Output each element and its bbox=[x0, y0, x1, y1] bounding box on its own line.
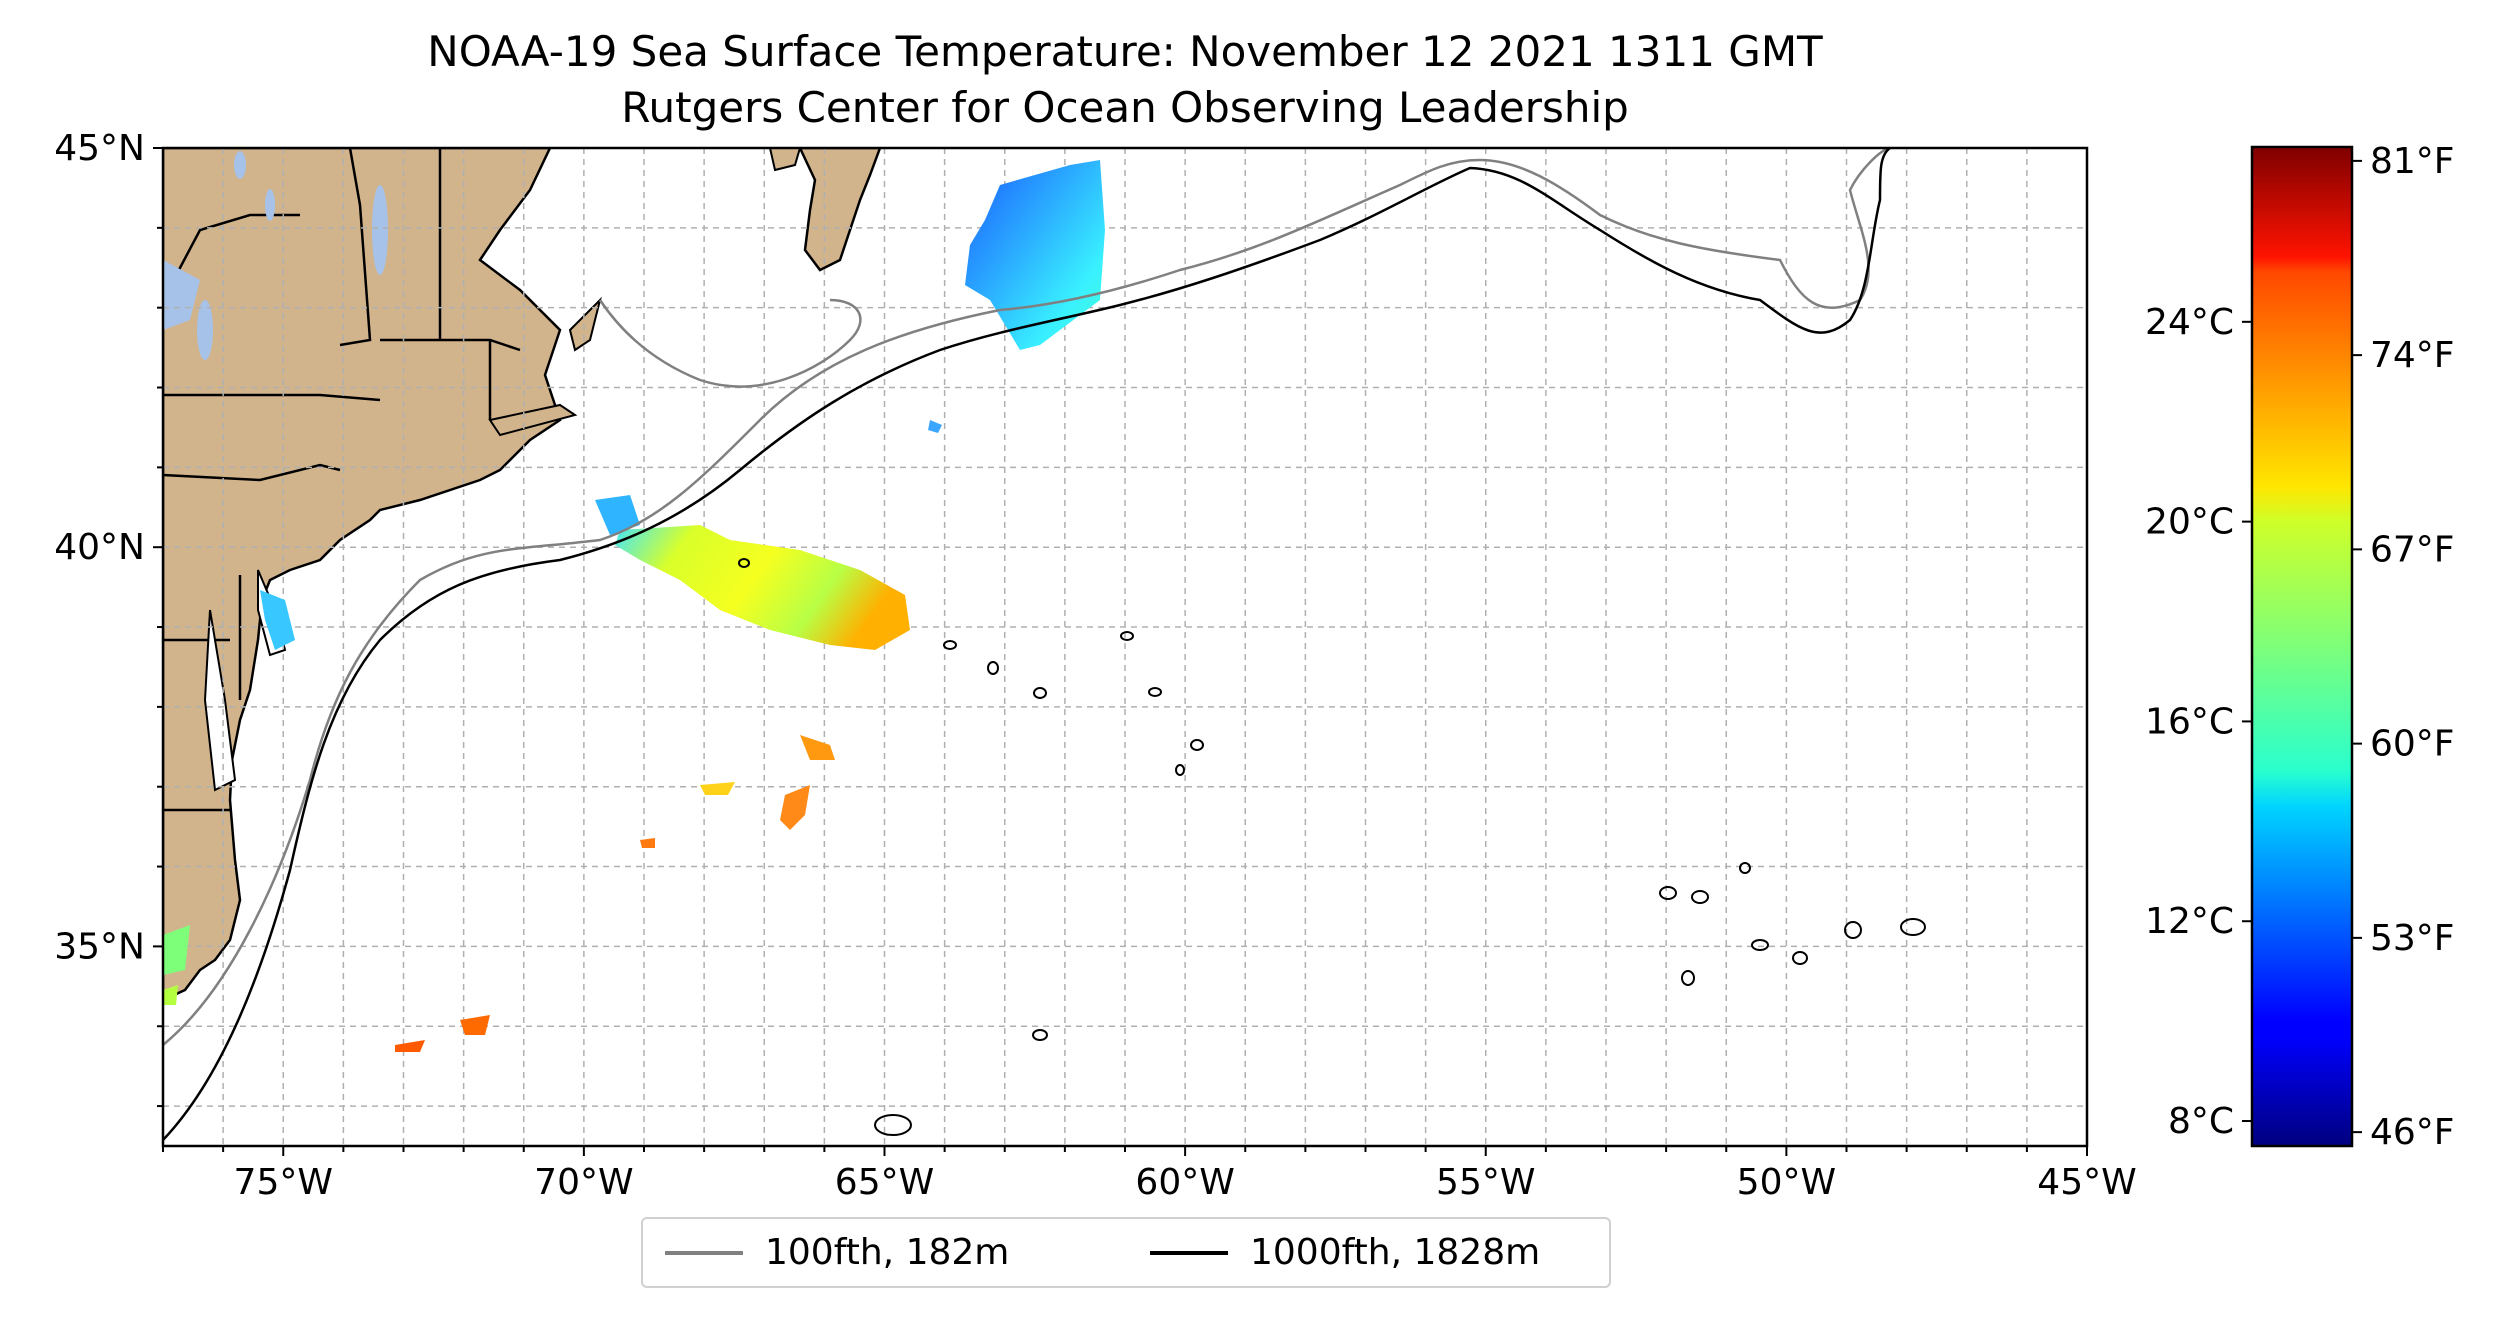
sst-patch-warm bbox=[700, 782, 735, 795]
lon-tick-label: 55°W bbox=[1436, 1162, 1535, 1203]
long-island bbox=[488, 403, 578, 437]
state-border bbox=[163, 393, 381, 402]
sst-patch-slope bbox=[595, 495, 640, 535]
legend-item-1000fth: 1000fth, 1828m bbox=[1150, 1219, 1540, 1286]
legend-swatch-1000fth bbox=[1150, 1250, 1228, 1255]
legend-swatch-100fth bbox=[665, 1250, 743, 1255]
nova-scotia-land bbox=[798, 148, 882, 272]
isobath-100fth-gulf-of-maine bbox=[598, 298, 862, 388]
isobath-100fth bbox=[163, 148, 1891, 1046]
lat-tick-label: 35°N bbox=[54, 926, 145, 967]
lake bbox=[265, 189, 275, 221]
sst-patch-warm bbox=[460, 1015, 490, 1035]
colorbar-c-tick-label: 8°C bbox=[2168, 1101, 2234, 1142]
lon-tick-label: 75°W bbox=[234, 1162, 333, 1203]
isobath-1000fth bbox=[163, 148, 1891, 1141]
colorbar-f-tick-label: 74°F bbox=[2370, 335, 2455, 376]
sst-patch-warm-eddy bbox=[780, 785, 810, 830]
longitude-axis: 75°W 70°W 65°W 60°W 55°W 50°W 45°W bbox=[162, 1146, 2137, 1203]
colorbar bbox=[2250, 145, 2354, 1148]
sst-patch-nearshore bbox=[163, 925, 190, 975]
colorbar-fahrenheit-axis: 81°F 74°F 67°F 60°F 53°F 46°F bbox=[2352, 141, 2455, 1153]
new-brunswick-land bbox=[768, 148, 802, 172]
map-content bbox=[163, 148, 2087, 1146]
state-border bbox=[163, 213, 300, 301]
sst-data-overlay bbox=[163, 160, 1105, 1052]
legend-item-100fth: 100fth, 182m bbox=[665, 1219, 1009, 1286]
lat-tick-label: 40°N bbox=[54, 527, 145, 568]
sst-patch-small bbox=[928, 420, 942, 433]
lake bbox=[163, 260, 200, 330]
colorbar-c-tick-label: 20°C bbox=[2145, 502, 2234, 543]
latitude-axis: 45°N 40°N 35°N bbox=[54, 128, 163, 1108]
map-title: NOAA-19 Sea Surface Temperature: Novembe… bbox=[427, 27, 1823, 76]
map-subtitle: Rutgers Center for Ocean Observing Leade… bbox=[621, 83, 1629, 132]
legend-label-1000fth: 1000fth, 1828m bbox=[1250, 1232, 1541, 1273]
colorbar-f-tick-label: 46°F bbox=[2370, 1112, 2455, 1153]
state-border bbox=[339, 148, 372, 347]
us-east-coast-land bbox=[163, 148, 562, 1002]
lake bbox=[197, 300, 213, 360]
sst-patch-delaware bbox=[260, 590, 295, 650]
colorbar-celsius-axis: 24°C 20°C 16°C 12°C 8°C bbox=[2145, 302, 2252, 1142]
gridlines bbox=[163, 148, 2087, 1146]
lon-tick-label: 45°W bbox=[2037, 1162, 2136, 1203]
lon-tick-label: 65°W bbox=[835, 1162, 934, 1203]
lon-tick-label: 60°W bbox=[1135, 1162, 1234, 1203]
lake bbox=[234, 151, 246, 179]
colorbar-f-tick-label: 53°F bbox=[2370, 918, 2455, 959]
lon-tick-label: 70°W bbox=[534, 1162, 633, 1203]
sst-patch-warm-eddy bbox=[800, 735, 835, 760]
chesapeake-bay bbox=[203, 609, 237, 792]
cape-cod bbox=[568, 296, 602, 352]
lake bbox=[372, 185, 388, 275]
colorbar-f-tick-label: 67°F bbox=[2370, 529, 2455, 570]
legend-label-100fth: 100fth, 182m bbox=[765, 1232, 1010, 1273]
colorbar-c-tick-label: 16°C bbox=[2145, 701, 2234, 742]
land-coastline bbox=[163, 148, 882, 1002]
isobath-legend: 100fth, 182m 1000fth, 1828m bbox=[641, 1217, 1611, 1288]
lon-tick-label: 50°W bbox=[1737, 1162, 1836, 1203]
colorbar-c-tick-label: 24°C bbox=[2145, 302, 2234, 343]
sst-patch-nearshore bbox=[163, 985, 178, 1005]
colorbar-c-tick-label: 12°C bbox=[2145, 901, 2234, 942]
colorbar-f-tick-label: 60°F bbox=[2370, 724, 2455, 765]
lat-tick-label: 45°N bbox=[54, 128, 145, 169]
sst-patch-warm bbox=[640, 838, 655, 848]
sst-patch-gulf-stream bbox=[615, 525, 910, 650]
sst-patch-georges-bank bbox=[965, 160, 1105, 350]
colorbar-f-tick-label: 81°F bbox=[2370, 141, 2455, 182]
sst-patch-warm bbox=[395, 1040, 425, 1052]
seamounts bbox=[738, 558, 1926, 1136]
